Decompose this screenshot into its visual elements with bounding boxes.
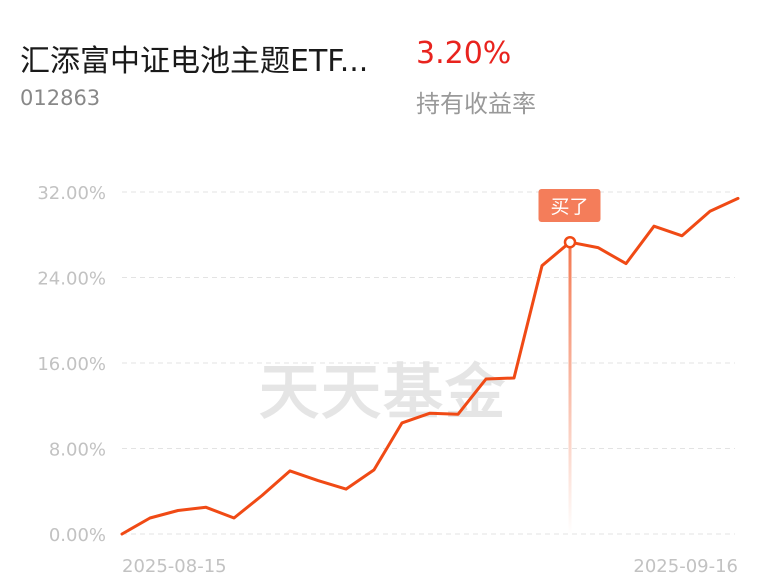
y-tick-label: 0.00% [49,525,106,546]
data-point [429,412,432,415]
data-point [373,468,376,471]
fund-code: 012863 [20,86,101,110]
buy-marker-point [563,235,577,249]
buy-marker-line [568,242,572,534]
x-tick-label: 2025-09-16 [633,556,738,577]
holding-return-value: 3.20% [416,36,512,71]
data-point [401,421,404,424]
data-point [485,378,488,381]
data-point [653,225,656,228]
data-point [737,197,740,200]
series-line [120,196,740,536]
data-point [121,533,124,536]
data-point [541,264,544,267]
data-point [261,494,264,497]
data-point [177,509,180,512]
data-point [597,246,600,249]
y-tick-label: 16.00% [37,354,106,375]
data-point [513,376,516,379]
data-point [289,469,292,472]
y-tick-label: 24.00% [37,269,106,290]
data-point [233,516,236,519]
buy-marker-label: 买了 [550,196,588,218]
data-point [345,488,348,491]
y-tick-label: 32.00% [37,183,106,204]
fund-name: 汇添富中证电池主题ETF... [20,44,369,79]
watermark: 天天基金 [259,358,507,428]
data-point [149,516,152,519]
data-point [681,234,684,237]
data-point [317,479,320,482]
data-point [457,413,460,416]
data-point [205,506,208,509]
data-point [709,210,712,213]
y-tick-label: 8.00% [49,440,106,461]
holding-return-label: 持有收益率 [416,90,536,118]
data-point [625,262,628,265]
x-tick-label: 2025-08-15 [122,556,227,577]
buy-marker-box [538,189,601,222]
